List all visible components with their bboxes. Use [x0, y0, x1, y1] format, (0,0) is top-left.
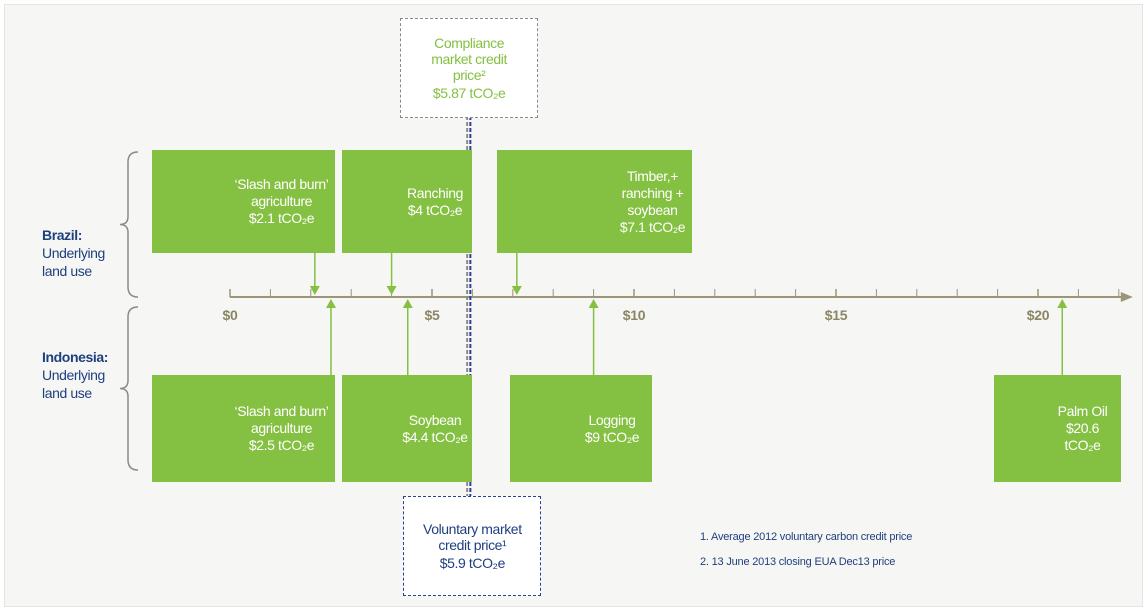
- callout-price: $5.87 tCO₂e: [401, 85, 537, 101]
- brace: [120, 307, 138, 470]
- lines: [0, 0, 1147, 611]
- land-use-box: Palm Oil$20.6 tCO₂e: [994, 375, 1121, 482]
- item-name: ‘Slash and burn’ agriculture: [232, 176, 331, 210]
- box-text: Logging$9 tCO₂e: [576, 375, 648, 482]
- callout-title: Voluntary market credit price¹: [404, 521, 540, 553]
- box-text: ‘Slash and burn’ agriculture$2.1 tCO₂e: [232, 150, 331, 253]
- brazil-label: Brazil: Underlying land use: [42, 226, 122, 280]
- footnote: 2. 13 June 2013 closing EUA Dec13 price: [700, 556, 895, 568]
- axis-arrow: [1121, 292, 1133, 302]
- box-text: Soybean$4.4 tCO₂e: [402, 375, 468, 482]
- tick-label: $5: [412, 307, 452, 323]
- diagram: Brazil: Underlying land use Indonesia: U…: [0, 0, 1147, 611]
- indonesia-label: Indonesia: Underlying land use: [42, 348, 122, 402]
- tick-label: $10: [614, 307, 654, 323]
- tick-label: $0: [210, 307, 250, 323]
- item-name: Soybean: [402, 412, 468, 429]
- land-use-box: ‘Slash and burn’ agriculture$2.1 tCO₂e: [152, 150, 335, 253]
- sublabel: Underlying land use: [42, 367, 105, 401]
- item-price: $2.5 tCO₂e: [232, 437, 331, 454]
- item-price: $4.4 tCO₂e: [402, 429, 468, 446]
- country: Indonesia:: [42, 348, 122, 366]
- price-callout: Voluntary market credit price¹ $5.9 tCO₂e: [403, 496, 541, 596]
- land-use-box: Soybean$4.4 tCO₂e: [342, 375, 472, 482]
- callout-price: $5.9 tCO₂e: [404, 555, 540, 571]
- arrowhead: [310, 286, 320, 295]
- box-text: Ranching$4 tCO₂e: [402, 150, 468, 253]
- land-use-box: ‘Slash and burn’ agriculture$2.5 tCO₂e: [152, 375, 335, 482]
- item-price: $20.6 tCO₂e: [1048, 420, 1117, 454]
- item-name: Ranching: [402, 185, 468, 202]
- item-name: ‘Slash and burn’ agriculture: [232, 403, 331, 437]
- arrowhead: [512, 286, 522, 295]
- item-name: Timber,+ ranching + soybean: [617, 168, 688, 219]
- brace: [120, 152, 138, 297]
- arrowhead: [326, 299, 336, 308]
- sublabel: Underlying land use: [42, 245, 105, 279]
- item-name: Palm Oil: [1048, 403, 1117, 420]
- item-price: $4 tCO₂e: [402, 202, 468, 219]
- arrowhead: [1057, 299, 1067, 308]
- price-callout: Compliance market credit price² $5.87 tCO…: [400, 18, 538, 118]
- item-price: $7.1 tCO₂e: [617, 219, 688, 236]
- arrowhead: [589, 299, 599, 308]
- box-text: Palm Oil$20.6 tCO₂e: [1048, 375, 1117, 482]
- box-text: ‘Slash and burn’ agriculture$2.5 tCO₂e: [232, 375, 331, 482]
- land-use-box: Timber,+ ranching + soybean$7.1 tCO₂e: [497, 150, 692, 253]
- country: Brazil:: [42, 226, 122, 244]
- land-use-box: Ranching$4 tCO₂e: [342, 150, 472, 253]
- land-use-box: Logging$9 tCO₂e: [510, 375, 652, 482]
- arrowhead: [387, 286, 397, 295]
- callout-title: Compliance market credit price²: [401, 35, 537, 83]
- item-price: $2.1 tCO₂e: [232, 210, 331, 227]
- tick-label: $15: [816, 307, 856, 323]
- footnote: 1. Average 2012 voluntary carbon credit …: [700, 531, 912, 543]
- item-name: Logging: [576, 412, 648, 429]
- box-text: Timber,+ ranching + soybean$7.1 tCO₂e: [617, 150, 688, 253]
- item-price: $9 tCO₂e: [576, 429, 648, 446]
- tick-label: $20: [1018, 307, 1058, 323]
